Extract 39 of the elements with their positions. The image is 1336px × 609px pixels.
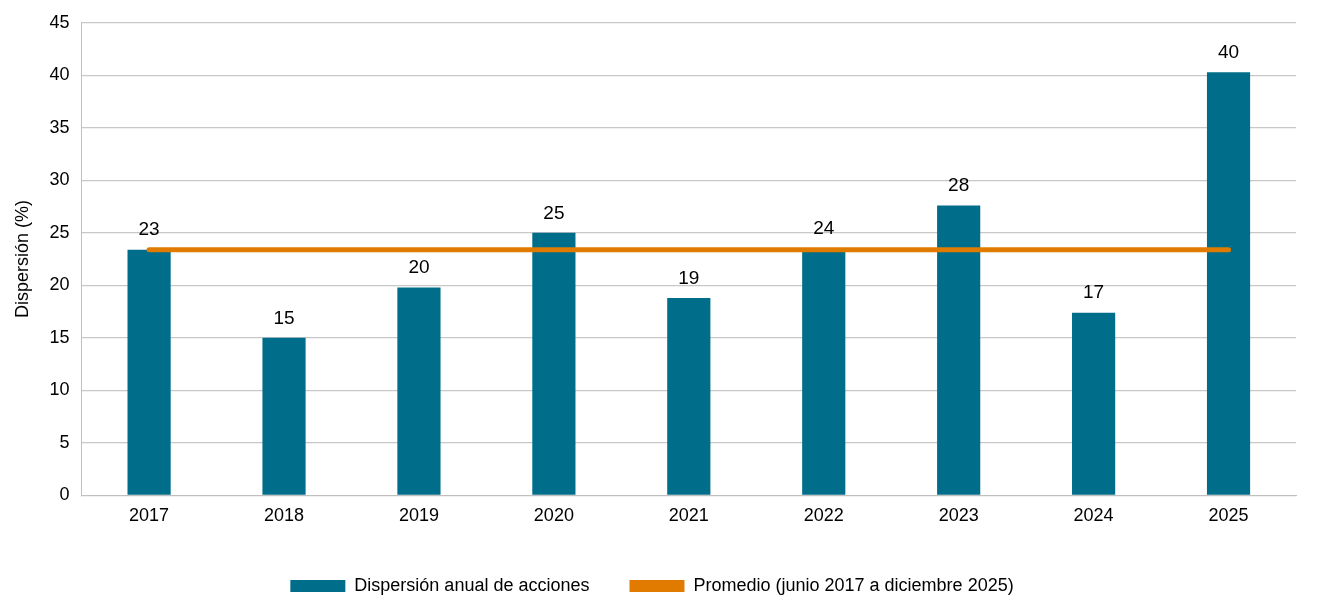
bar (1072, 312, 1116, 495)
y-tick-label: 20 (49, 274, 70, 295)
y-tick-label: 0 (59, 484, 70, 505)
x-tick-label: 2024 (1073, 505, 1114, 526)
y-axis-title: Dispersión (%) (11, 200, 32, 319)
y-tick-label: 40 (49, 64, 70, 85)
data-label: 19 (678, 266, 700, 288)
y-tick-label: 10 (49, 379, 70, 400)
y-tick-label: 45 (49, 11, 70, 32)
legend-label: Promedio (junio 2017 a diciembre 2025) (693, 574, 1014, 595)
x-tick-label: 2023 (938, 505, 979, 526)
data-label: 25 (543, 201, 565, 223)
x-tick-label: 2018 (263, 505, 305, 526)
data-label: 15 (273, 306, 295, 328)
legend-label: Dispersión anual de acciones (354, 574, 590, 595)
bar (262, 337, 306, 495)
data-label: 20 (408, 256, 430, 278)
bar (532, 232, 576, 495)
bar (937, 205, 981, 495)
x-tick-label: 2017 (129, 505, 170, 526)
y-tick-label: 30 (49, 169, 70, 190)
data-label: 17 (1083, 281, 1105, 303)
bar (1206, 72, 1251, 495)
x-tick-label: 2019 (398, 505, 439, 526)
y-tick-label: 5 (59, 431, 70, 452)
data-label: 24 (813, 217, 835, 239)
x-tick-label: 2022 (803, 505, 844, 526)
data-label: 40 (1217, 40, 1240, 62)
bar (667, 297, 711, 495)
x-tick-label: 2025 (1208, 505, 1249, 526)
y-tick-label: 35 (49, 116, 70, 137)
y-tick-label: 25 (49, 221, 70, 242)
data-label: 28 (948, 174, 970, 196)
x-tick-label: 2020 (533, 505, 574, 526)
x-tick-label: 2021 (668, 505, 709, 526)
data-label: 23 (138, 218, 160, 240)
bar (127, 249, 171, 495)
y-tick-label: 15 (49, 326, 70, 347)
bar (397, 287, 441, 495)
